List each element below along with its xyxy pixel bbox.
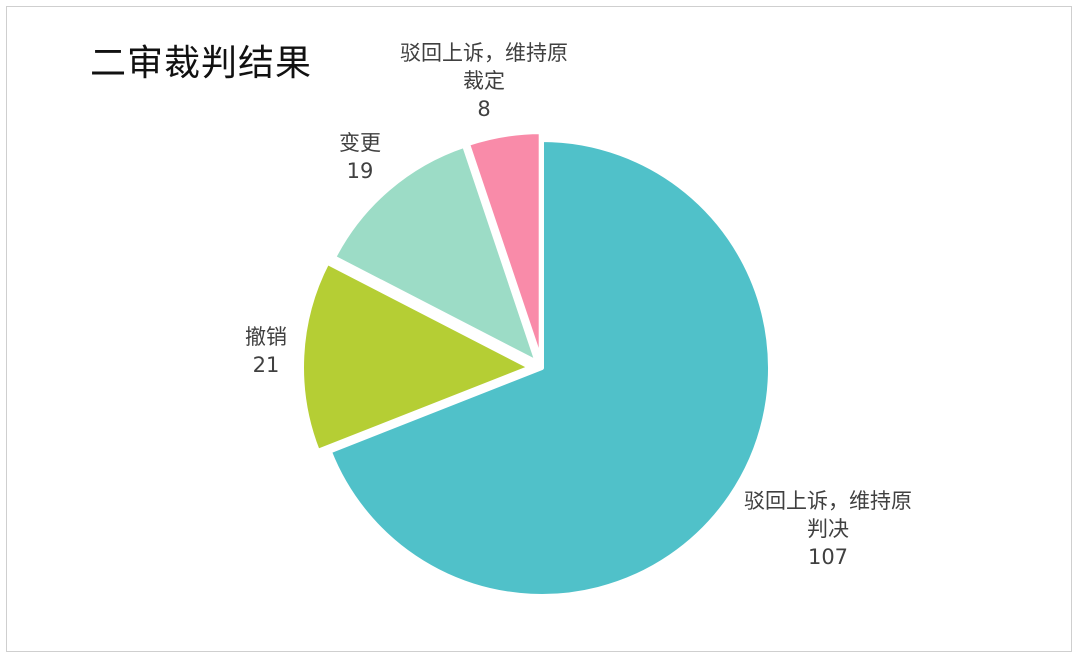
slice-value-label: 19 xyxy=(347,159,374,183)
slice-category-label: 驳回上诉，维持原 xyxy=(744,489,912,513)
slice-value-label: 107 xyxy=(808,545,848,569)
slice-category-label: 判决 xyxy=(807,517,849,541)
pie-slice xyxy=(332,143,539,364)
slice-label: 撤销 21 xyxy=(245,325,287,377)
slice-category-label: 撤销 xyxy=(245,325,287,349)
slice-value-label: 8 xyxy=(477,97,490,121)
slice-category-label: 驳回上诉，维持原 xyxy=(400,41,568,65)
pie-slice xyxy=(327,138,772,598)
pie-slice xyxy=(466,130,543,363)
slice-label: 变更 19 xyxy=(339,131,381,183)
slice-category-label: 变更 xyxy=(339,131,381,155)
pie-slice xyxy=(300,260,533,453)
slice-value-label: 21 xyxy=(253,353,280,377)
slice-category-label: 裁定 xyxy=(463,69,505,93)
chart-title: 二审裁判结果 xyxy=(90,43,313,84)
